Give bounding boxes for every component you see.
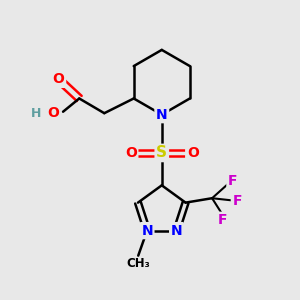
Text: O: O	[53, 72, 64, 86]
Text: S: S	[156, 146, 167, 160]
Text: N: N	[141, 224, 153, 238]
Text: H: H	[32, 107, 42, 120]
Text: F: F	[218, 213, 227, 227]
Text: O: O	[125, 146, 137, 160]
Text: F: F	[232, 194, 242, 208]
Text: N: N	[171, 224, 182, 238]
Text: CH₃: CH₃	[126, 257, 150, 270]
Text: O: O	[47, 106, 59, 120]
Text: N: N	[156, 108, 168, 122]
Text: F: F	[228, 173, 237, 188]
Text: O: O	[187, 146, 199, 160]
